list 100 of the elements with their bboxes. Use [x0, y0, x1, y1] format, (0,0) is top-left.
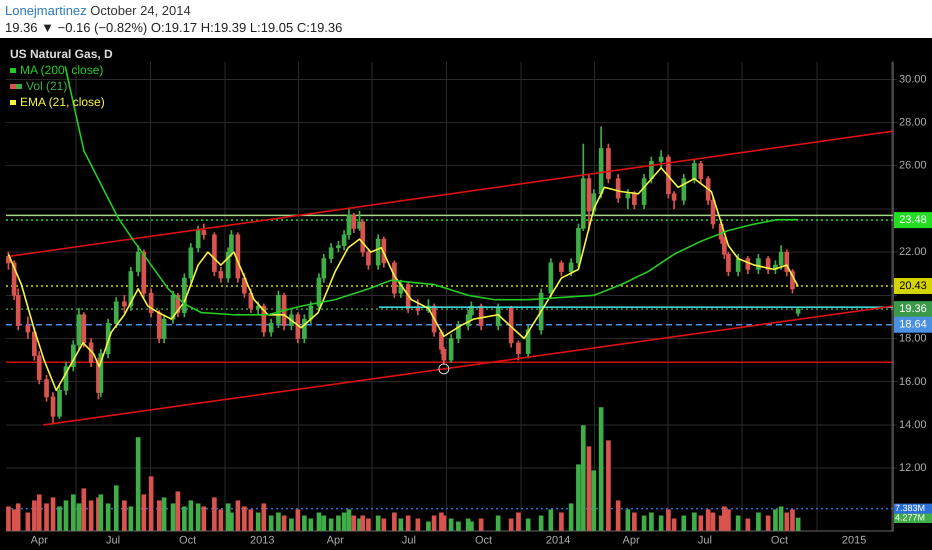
bar — [426, 521, 431, 531]
bar — [692, 512, 697, 531]
bar — [496, 515, 500, 531]
bar — [202, 506, 206, 531]
x-tick-label: Oct — [474, 534, 492, 546]
bar — [632, 512, 637, 531]
bar — [616, 500, 620, 531]
bar — [456, 521, 461, 531]
bar — [726, 509, 731, 531]
chart-title: US Natural Gas, D — [10, 46, 113, 62]
bar — [698, 515, 704, 531]
bar — [681, 515, 686, 531]
bar — [649, 512, 654, 531]
bar — [548, 509, 554, 531]
bar — [114, 485, 119, 531]
x-tick-label: 2015 — [842, 534, 866, 546]
x-tick-label: 2013 — [250, 534, 274, 546]
bar — [516, 512, 521, 531]
bar — [122, 500, 127, 531]
bar — [170, 503, 176, 531]
y-tick-label: 4.277M — [895, 512, 926, 522]
x-tick-label: Apr — [326, 534, 344, 546]
bar — [559, 512, 564, 531]
bar — [586, 446, 592, 531]
y-tick-label: 16.00 — [899, 376, 927, 388]
bar — [142, 494, 146, 531]
bar — [746, 518, 750, 531]
bar — [282, 515, 286, 531]
bar — [82, 488, 86, 531]
bar — [162, 497, 166, 531]
bar — [248, 509, 254, 531]
bar — [406, 515, 410, 531]
ref-line-label: 23.48 — [899, 214, 927, 226]
bar — [88, 500, 94, 531]
bar — [441, 515, 446, 531]
bar — [328, 518, 334, 531]
bar — [308, 518, 314, 531]
bar — [156, 500, 162, 531]
y-tick-label: 28.00 — [899, 116, 927, 129]
bar — [182, 506, 187, 531]
bar — [188, 500, 194, 531]
bar — [398, 518, 404, 531]
text: Lonejmartinez — [5, 3, 87, 18]
bar — [736, 515, 740, 531]
x-tick-label: 2014 — [546, 534, 570, 546]
text: October 24, 2014 — [89, 3, 191, 18]
bar — [16, 503, 20, 531]
bar — [196, 503, 200, 531]
x-tick-label: Apr — [30, 534, 48, 546]
bar — [242, 506, 247, 531]
bar — [642, 515, 646, 531]
bar — [448, 518, 454, 531]
bar — [26, 512, 30, 531]
y-tick-label: 18.00 — [899, 332, 927, 345]
bar — [218, 509, 224, 531]
bar — [276, 512, 281, 531]
bar — [756, 512, 761, 531]
bar — [98, 494, 104, 531]
bar — [568, 503, 574, 531]
bar — [376, 515, 380, 531]
bar — [538, 515, 544, 531]
bar — [296, 509, 300, 531]
ref-line-label: 18.64 — [899, 318, 927, 331]
x-tick-label: Apr — [622, 534, 640, 546]
bar — [478, 518, 484, 531]
chart-subtitle: 19.36 ▼ −0.16 (−0.82%) O:19.17 H:19.39 L:19.05 C:19.36 — [5, 19, 342, 36]
bar — [262, 503, 266, 531]
bar — [796, 518, 800, 531]
bar — [766, 515, 770, 531]
x-tick-label: Jul — [402, 534, 416, 546]
bar — [136, 437, 140, 531]
bar — [626, 509, 630, 531]
bar — [351, 515, 356, 531]
y-tick-label: 26.00 — [899, 160, 927, 172]
bar — [508, 518, 514, 531]
bar — [526, 518, 530, 531]
ref-line-label: 19.36 — [899, 303, 927, 316]
bar — [416, 518, 420, 531]
bar — [176, 491, 180, 531]
bar — [432, 515, 436, 531]
y-tick-label: 7.383M — [895, 503, 926, 514]
bar — [128, 506, 134, 531]
x-tick-label: Oct — [179, 534, 196, 546]
bar — [148, 476, 154, 531]
bar — [236, 500, 240, 531]
bar — [381, 518, 386, 531]
text: Vol (21) — [26, 79, 68, 93]
x-tick-label: Jul — [698, 534, 712, 546]
y-tick-label: 14.00 — [899, 418, 927, 431]
bar — [289, 518, 294, 531]
bar — [591, 470, 596, 531]
bar — [302, 515, 307, 531]
y-tick-label: 30.00 — [899, 73, 927, 86]
y-tick-label: 22.00 — [899, 246, 927, 258]
bar — [392, 512, 397, 531]
bar — [106, 503, 110, 531]
bar — [658, 515, 664, 531]
y-tick-label: 12.00 — [899, 462, 927, 474]
bar — [469, 521, 474, 531]
bar — [212, 497, 217, 531]
